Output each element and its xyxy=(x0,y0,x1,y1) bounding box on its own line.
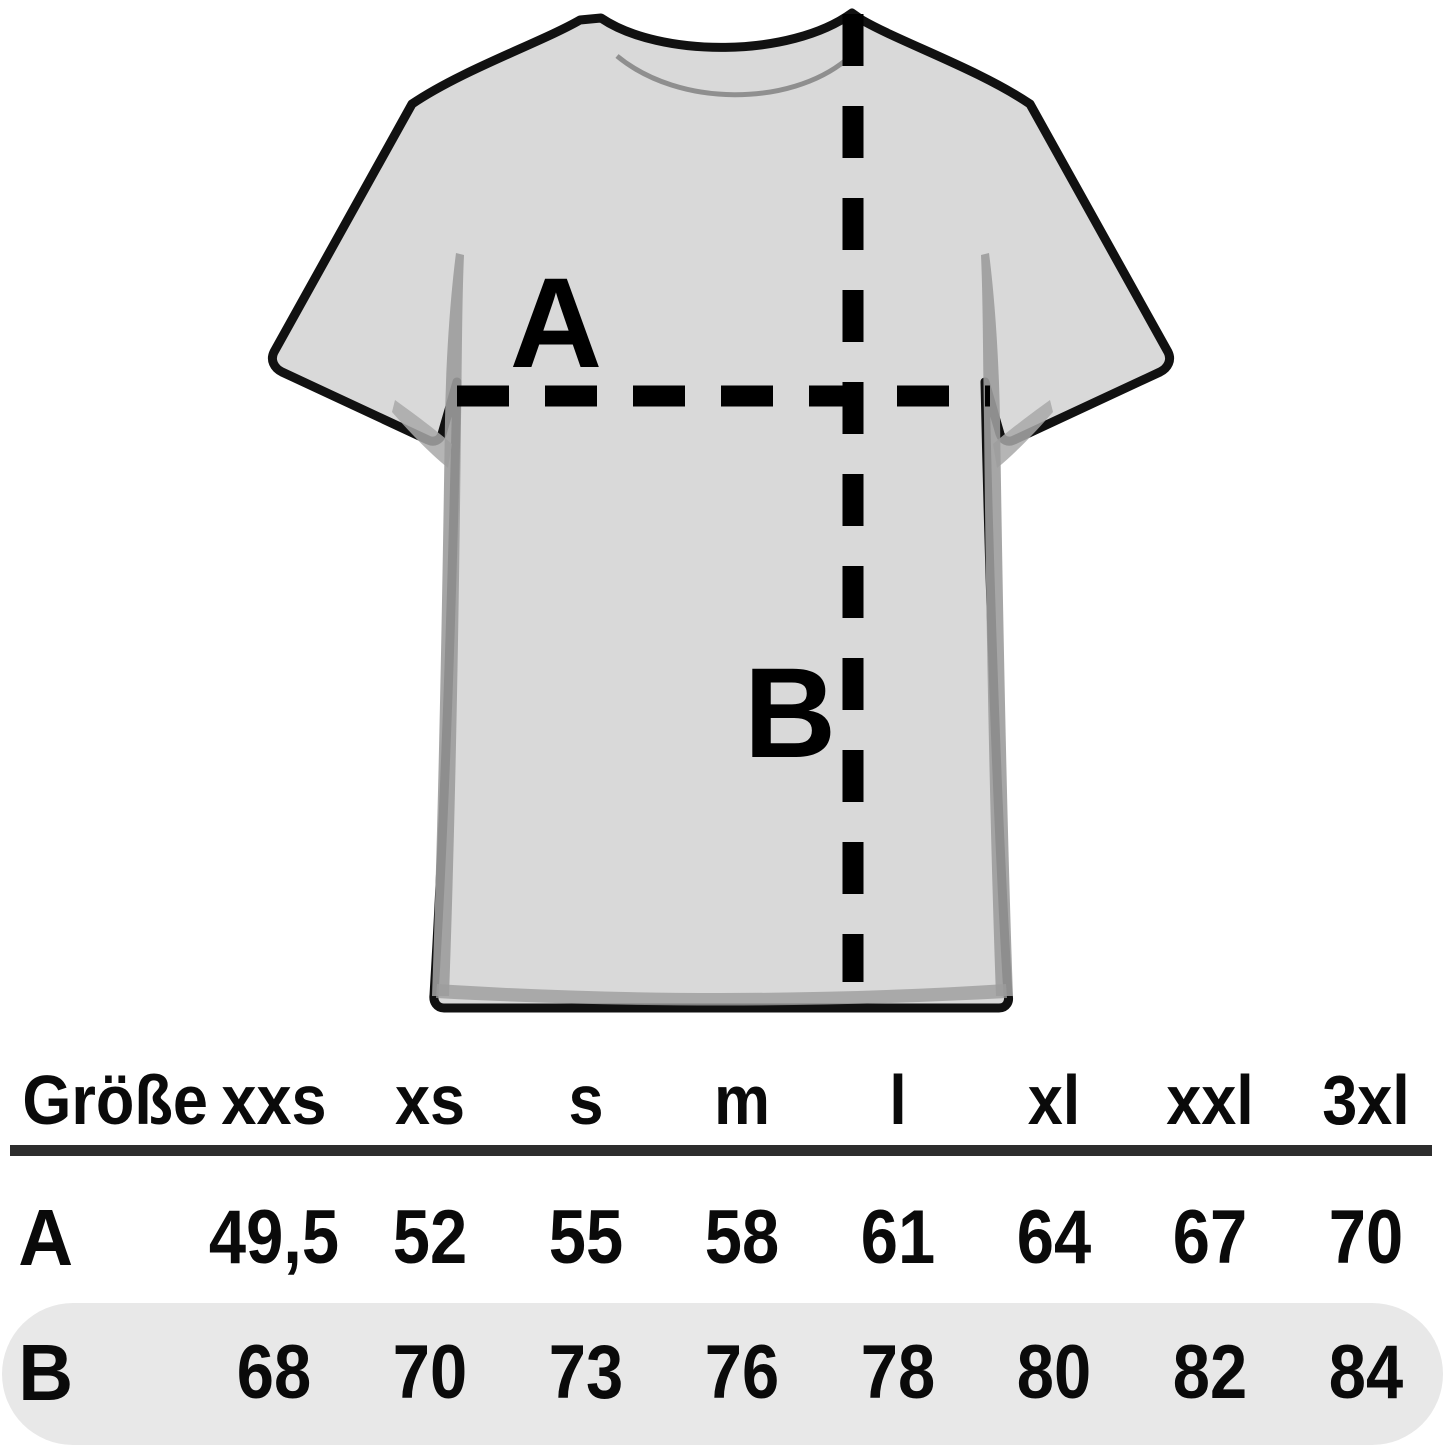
size-table: Größe xxs xs s m l xl xxl 3xl A 49,5 52 … xyxy=(0,1035,1445,1445)
row-b-label: B xyxy=(18,1328,74,1417)
row-b-value-s: 73 xyxy=(548,1330,624,1415)
row-b-value-xxs: 68 xyxy=(236,1330,312,1415)
row-b-value-3xl: 84 xyxy=(1328,1330,1404,1415)
row-a-value-l: 61 xyxy=(860,1194,936,1280)
header-size-xl: xl xyxy=(1027,1061,1081,1139)
tshirt-illustration: A B xyxy=(267,8,1175,1013)
measure-label-b: B xyxy=(744,642,836,785)
row-b-value-xl: 80 xyxy=(1016,1330,1092,1415)
table-row-a: A 49,5 52 55 58 61 64 67 70 xyxy=(0,1175,1445,1300)
header-size-3xl: 3xl xyxy=(1322,1061,1410,1139)
header-size-s: s xyxy=(568,1061,604,1139)
row-a-value-3xl: 70 xyxy=(1328,1194,1404,1280)
row-a-value-xs: 52 xyxy=(392,1194,468,1280)
tshirt-outline-path xyxy=(267,8,1175,1013)
header-size-xs: xs xyxy=(394,1061,466,1139)
row-a-value-xxl: 67 xyxy=(1172,1194,1248,1280)
row-b-value-m: 76 xyxy=(704,1330,780,1415)
header-size-xxs: xxs xyxy=(221,1061,327,1139)
row-b-value-xxl: 82 xyxy=(1172,1330,1248,1415)
row-a-value-s: 55 xyxy=(548,1194,624,1280)
row-b-value-xs: 70 xyxy=(392,1330,468,1415)
header-size-label: Größe xyxy=(22,1061,208,1139)
table-header-row: Größe xxs xs s m l xl xxl 3xl xyxy=(0,1057,1445,1143)
row-a-value-xxs: 49,5 xyxy=(208,1194,340,1280)
table-row-b: B 68 70 73 76 78 80 82 84 xyxy=(0,1303,1445,1443)
hem-shading xyxy=(436,984,1007,1006)
right-sleeve-shadow xyxy=(993,400,1053,468)
row-b-value-l: 78 xyxy=(860,1330,936,1415)
row-a-value-xl: 64 xyxy=(1016,1194,1092,1280)
right-side-seam xyxy=(981,253,1013,996)
header-size-l: l xyxy=(889,1061,907,1139)
row-a-label: A xyxy=(18,1192,74,1282)
measure-label-a: A xyxy=(510,252,602,395)
left-side-seam xyxy=(432,253,464,996)
collar-seam-line xyxy=(615,54,848,98)
row-a-value-m: 58 xyxy=(704,1194,780,1280)
tshirt-shape xyxy=(267,8,1175,1013)
row-b-highlight xyxy=(2,1303,1443,1445)
left-sleeve-shadow xyxy=(392,400,452,468)
header-separator-rule xyxy=(10,1145,1432,1156)
header-size-xxl: xxl xyxy=(1166,1061,1254,1139)
header-size-m: m xyxy=(713,1061,771,1139)
